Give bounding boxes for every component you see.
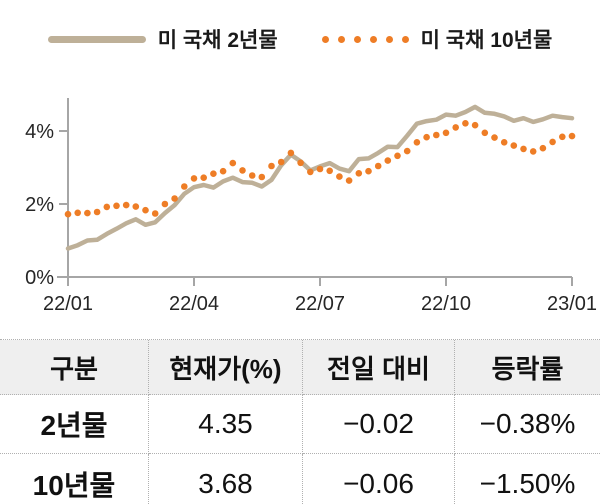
y-tick-label: 2%: [25, 194, 54, 216]
legend-dot: [337, 35, 345, 43]
row-2y-label: 2년물: [0, 395, 149, 454]
x-tick-label: 23/01: [547, 293, 597, 315]
legend-label-2y: 미 국채 2년물: [157, 29, 278, 52]
row-10y-label: 10년물: [0, 454, 149, 504]
chart-axes: [57, 98, 572, 278]
yield-line-chart: 0% 2% 4% 22/01 22/04 22/07 22/10 23/01: [25, 98, 597, 315]
row-10y-current: 3.68: [149, 454, 303, 504]
table-header-daily-change: 전일 대비: [303, 340, 455, 395]
row-10y-pct: −1.50%: [479, 468, 576, 499]
legend-dot: [353, 35, 361, 43]
legend-item-2y: 미 국채 2년물: [47, 24, 278, 54]
solid-line-swatch: [47, 35, 146, 43]
legend-label-10y: 미 국채 10년물: [420, 29, 553, 52]
legend-dot: [369, 35, 377, 43]
table-header-category: 구분: [0, 340, 149, 395]
y-tick-label: 0%: [25, 267, 54, 289]
table-header-current-price: 현재가(%): [149, 340, 303, 395]
legend-dot: [321, 35, 329, 43]
y-tick-label: 4%: [25, 121, 54, 143]
dotted-line-swatch: [321, 35, 409, 43]
legend-item-10y: 미 국채 10년물: [321, 24, 553, 54]
x-tick-label: 22/01: [43, 293, 93, 315]
x-tick-label: 22/04: [169, 293, 219, 315]
row-2y-current: 4.35: [149, 395, 303, 454]
x-tick-label: 22/07: [295, 293, 345, 315]
legend-dot: [385, 35, 393, 43]
y-axis-ticks: 0% 2% 4%: [25, 121, 68, 289]
yield-table: 구분 현재가(%) 전일 대비 등락률 2년물 4.35 −0.02 −0.38…: [0, 339, 600, 504]
legend-dot: [401, 35, 409, 43]
series-2y-line: [65, 104, 575, 251]
x-tick-label: 22/10: [421, 293, 471, 315]
row-2y-change: −0.02: [303, 395, 455, 454]
table-header-change-rate: 등락률: [455, 340, 600, 395]
chart-legend: 미 국채 2년물 미 국채 10년물: [0, 24, 600, 54]
x-axis-ticks: 22/01 22/04 22/07 22/10 23/01: [43, 277, 597, 315]
row-10y-change: −0.06: [303, 454, 455, 504]
series-10y-dots: [64, 120, 576, 218]
row-2y-pct: −0.38%: [455, 395, 600, 454]
